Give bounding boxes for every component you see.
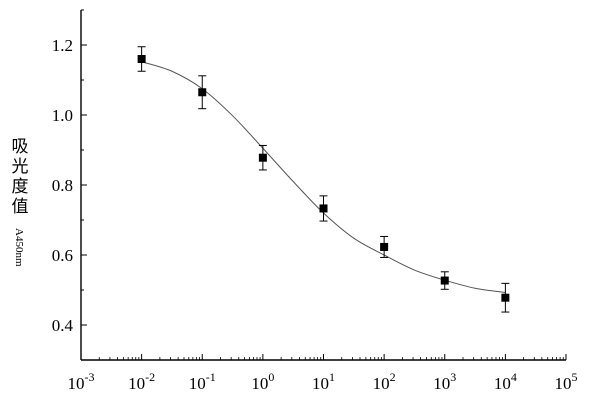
data-points [137,46,510,313]
point-marker [258,153,267,162]
data-point [137,46,146,72]
x-tick-label: 102 [373,370,396,393]
y-tick-label: 0.4 [52,316,74,335]
x-tick-label: 104 [494,370,517,393]
x-tick-label: 101 [312,370,335,393]
data-point [258,144,267,171]
y-axis-label-subscript: A450nm [13,228,25,267]
data-point [198,75,207,110]
axes: 0.4 0.6 0.8 1.0 1.2 10-3 10-2 10-1 100 101 102 103 1… [52,9,578,393]
point-marker [440,276,449,285]
point-marker [380,242,389,251]
x-tick-label: 10-3 [68,370,95,393]
y-tick-label: 1.0 [52,106,73,125]
point-marker [198,88,207,97]
x-tick-label: 105 [555,370,578,393]
data-point [501,282,510,313]
point-marker [137,55,146,63]
y-axis-label: 吸光度值 [12,137,29,217]
y-tick-label: 0.8 [52,176,73,195]
x-tick-label: 100 [251,370,274,393]
data-point [319,195,328,222]
data-point [380,235,389,258]
fit-curve [141,61,506,293]
point-marker [501,293,510,302]
point-marker [319,204,328,213]
x-tick-label: 103 [433,370,456,393]
x-tick-label: 10-2 [128,370,155,393]
y-tick-label: 1.2 [52,36,73,55]
x-tick-label: 10-1 [189,370,216,393]
y-tick-label: 0.6 [52,246,73,265]
y-axis-label-group: 吸光度值 A450nm [12,137,29,267]
data-point [440,271,449,290]
